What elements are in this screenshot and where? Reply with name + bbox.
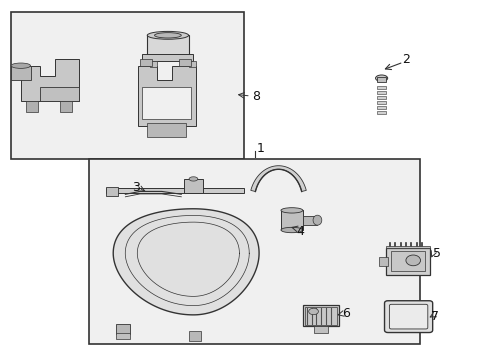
Bar bbox=[376, 101, 385, 104]
Bar bbox=[376, 96, 385, 99]
Bar bbox=[179, 59, 191, 66]
Bar bbox=[142, 54, 193, 62]
Bar bbox=[188, 331, 201, 342]
Bar bbox=[305, 307, 336, 325]
Bar bbox=[116, 324, 130, 334]
Bar bbox=[376, 106, 385, 109]
Bar bbox=[116, 333, 130, 339]
Polygon shape bbox=[40, 87, 79, 102]
Ellipse shape bbox=[154, 33, 181, 38]
Text: 8: 8 bbox=[251, 90, 259, 103]
Bar bbox=[149, 61, 157, 67]
Bar bbox=[188, 61, 196, 67]
Ellipse shape bbox=[147, 31, 188, 39]
FancyBboxPatch shape bbox=[384, 301, 432, 333]
Text: 5: 5 bbox=[432, 247, 440, 260]
Ellipse shape bbox=[281, 227, 302, 233]
Text: 3: 3 bbox=[131, 181, 139, 194]
Polygon shape bbox=[137, 66, 196, 126]
Bar bbox=[106, 188, 244, 193]
Bar bbox=[376, 111, 385, 114]
Bar bbox=[376, 86, 385, 89]
Ellipse shape bbox=[312, 215, 321, 225]
Ellipse shape bbox=[189, 177, 198, 181]
Bar bbox=[386, 248, 429, 275]
Ellipse shape bbox=[405, 255, 420, 266]
Text: 1: 1 bbox=[256, 142, 264, 155]
Bar bbox=[302, 305, 339, 327]
Bar bbox=[106, 187, 118, 196]
Bar bbox=[142, 87, 191, 119]
FancyBboxPatch shape bbox=[388, 304, 427, 329]
Bar bbox=[302, 216, 317, 225]
Bar bbox=[11, 12, 244, 158]
Bar bbox=[183, 179, 203, 193]
Ellipse shape bbox=[308, 308, 318, 315]
Bar bbox=[390, 251, 425, 271]
Polygon shape bbox=[21, 59, 79, 102]
Polygon shape bbox=[11, 66, 30, 80]
Bar bbox=[26, 102, 38, 112]
Bar bbox=[89, 158, 419, 344]
Bar bbox=[376, 77, 385, 82]
Ellipse shape bbox=[375, 75, 387, 81]
Polygon shape bbox=[250, 166, 305, 192]
Text: 2: 2 bbox=[402, 53, 409, 66]
Bar bbox=[386, 246, 429, 248]
Ellipse shape bbox=[11, 63, 30, 68]
Bar bbox=[281, 210, 302, 230]
Bar bbox=[378, 257, 387, 266]
Bar bbox=[147, 35, 188, 55]
Text: 7: 7 bbox=[430, 310, 438, 323]
Bar bbox=[147, 123, 186, 137]
Bar bbox=[140, 59, 152, 66]
Text: 6: 6 bbox=[341, 307, 349, 320]
Polygon shape bbox=[113, 209, 259, 315]
Ellipse shape bbox=[281, 208, 302, 213]
Bar bbox=[60, 102, 72, 112]
Bar bbox=[313, 326, 327, 333]
Text: 4: 4 bbox=[296, 225, 304, 238]
Bar bbox=[376, 91, 385, 94]
